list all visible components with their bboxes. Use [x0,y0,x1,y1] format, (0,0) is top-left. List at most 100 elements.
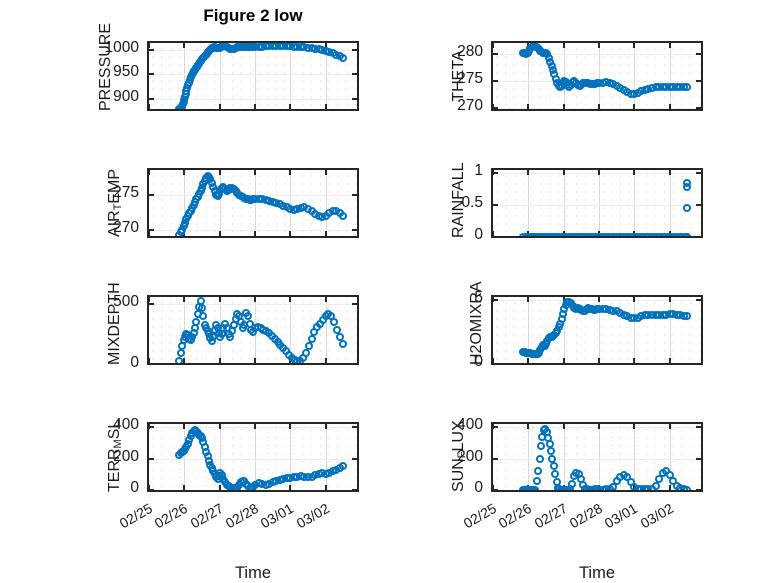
gridline-horizontal [493,458,701,460]
x-tick-mark [183,43,186,48]
axes-air_temp [147,168,359,238]
gridline-vertical [599,43,600,109]
x-tick-mark [218,358,221,363]
x-tick-mark [633,358,636,363]
x-tick-mark [562,104,565,109]
y-tick-label: 270 [113,218,139,236]
x-tick-mark [668,170,671,175]
axes-theta [491,41,703,111]
x-tick-mark [183,358,186,363]
x-tick-mark [668,485,671,490]
data-point [304,342,313,351]
gridline-horizontal [149,304,357,306]
x-tick-mark [183,297,186,302]
gridline-vertical [219,424,221,490]
x-tick-mark [598,104,600,109]
gridline-vertical [528,297,530,363]
gridline-horizontal [493,427,701,429]
x-tick-mark [668,43,671,48]
x-tick-mark [598,43,600,48]
y-axis-label-rainfall: RAINFALL [450,162,467,238]
data-point [535,454,544,463]
y-tick-label: 0 [130,353,139,371]
subplot-mixdepth: 0 500 MIXDEPTH [106,282,359,371]
gridline-vertical [669,297,671,363]
y-tick-mark [696,298,701,301]
x-tick-mark [218,424,221,429]
subplot-h2omixra: 0 5 H2OMIXRA [468,281,703,370]
x-tick-mark [527,358,530,363]
gridline-vertical [669,170,671,236]
x-tick-mark [324,485,327,490]
x-tick-mark [149,170,150,175]
x-tick-mark [289,485,292,490]
y-tick-mark [493,235,498,236]
gridline-vertical [563,424,565,490]
gridline-vertical [255,424,256,490]
x-tick-mark [493,231,494,236]
x-tick-mark [149,358,150,363]
gridline-vertical [599,297,600,363]
x-tick-mark [598,358,600,363]
gridline-horizontal [493,299,701,301]
x-tick-mark [493,43,494,48]
data-point [548,454,557,463]
gridline-vertical [325,297,327,363]
gridline-vertical [184,170,186,236]
x-tick-mark [598,297,600,302]
y-tick-mark [352,489,357,490]
x-tick-mark [289,297,292,302]
y-tick-label: 275 [457,69,483,87]
data-point [609,482,618,490]
gridline-vertical [184,424,186,490]
data-point [537,442,546,451]
subplot-terr_msl: 0 200 400 TERRMSL 02/25 02/26 02/27 02/28 03/01 0… [106,416,359,582]
data-point [531,485,540,490]
y-tick-label: 0.5 [461,194,483,211]
y-tick-mark [493,106,498,109]
y-axis-label-terr_msl: TERRMSL [106,419,124,492]
x-tick-mark [218,170,221,175]
x-tick-mark [218,104,221,109]
x-tick-mark [324,104,327,109]
x-tick-mark [324,424,327,429]
x-tick-mark [254,170,256,175]
y-tick-label: 200 [457,447,483,465]
y-tick-mark [493,52,498,55]
data-point [651,482,660,490]
y-axis-label-h2omixra: H2OMIXRA [468,281,485,365]
gridline-vertical [290,297,292,363]
data-point [683,178,692,187]
gridline-horizontal [493,490,701,491]
data-point [330,318,339,327]
axes-rainfall [491,168,703,238]
data-point [339,212,348,221]
gridline-vertical [634,424,636,490]
x-tick-mark [633,297,636,302]
y-tick-mark [352,49,357,52]
x-tick-mark [149,297,150,302]
y-tick-mark [493,489,498,490]
y-axis-label-mixdepth: MIXDEPTH [106,282,123,365]
x-tick-mark [218,231,221,236]
y-tick-label: 280 [457,42,483,60]
axes-terr_msl [147,422,359,492]
y-tick-mark [352,73,357,76]
gridline-horizontal [493,53,701,55]
minor-grid [493,424,701,490]
y-tick-mark [696,363,701,365]
y-tick-mark [149,193,154,196]
y-tick-mark [493,298,498,301]
x-tick-mark [493,485,494,490]
y-tick-mark [352,364,357,365]
gridline-vertical [290,424,292,490]
subplot-pressure: 900 950 1000 PRESSURE [97,23,359,111]
x-tick-mark [254,231,256,236]
data-point [568,479,577,488]
y-tick-mark [352,457,357,460]
y-axis-label-sun_flux: SUNFLUX [450,420,468,492]
x-tick-mark [289,424,292,429]
x-tick-mark [668,104,671,109]
x-tick-mark [254,297,256,302]
